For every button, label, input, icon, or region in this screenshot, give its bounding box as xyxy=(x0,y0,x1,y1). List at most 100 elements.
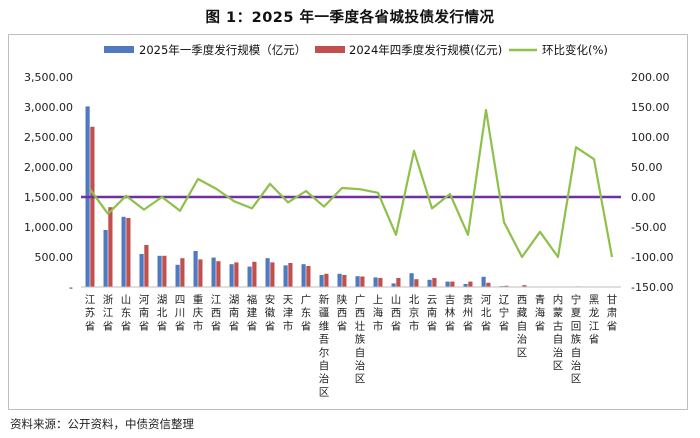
bar-q1-2025 xyxy=(229,264,234,287)
x-category-label: 西藏自治区 xyxy=(517,294,528,359)
x-category-label: 内蒙古自治区 xyxy=(553,293,564,372)
y-left-tick-label: - xyxy=(69,281,73,294)
x-category-label: 宁夏回族自治区 xyxy=(571,293,582,385)
legend-label-qoq: 环比变化(%) xyxy=(542,43,608,57)
bar-q1-2025 xyxy=(301,264,306,287)
y-left-tick-label: 3,500.00 xyxy=(24,71,73,84)
bar-q1-2025 xyxy=(373,277,378,287)
y-right-tick-label: 100.00 xyxy=(631,131,670,144)
bar-q4-2024 xyxy=(270,262,275,287)
x-category-label: 广西壮族自治区 xyxy=(355,294,366,385)
bar-q4-2024 xyxy=(108,207,113,287)
x-category-label: 黑龙江省 xyxy=(589,294,600,346)
x-category-label: 浙江省 xyxy=(103,294,114,332)
bar-q1-2025 xyxy=(157,255,162,287)
bar-q4-2024 xyxy=(288,263,293,287)
combo-chart: 2025年一季度发行规模（亿元） 2024年四季度发行规模(亿元) 环比变化(%) -… xyxy=(24,43,673,398)
y-right-tick-label: 150.00 xyxy=(631,101,670,114)
bar-q4-2024 xyxy=(126,218,131,287)
bar-q4-2024 xyxy=(234,262,239,287)
bar-q4-2024 xyxy=(396,278,401,287)
x-category-label: 福建省 xyxy=(247,293,258,332)
bar-q4-2024 xyxy=(468,281,473,287)
x-category-label: 青海省 xyxy=(535,293,546,332)
bar-q1-2025 xyxy=(409,273,414,287)
x-category-label: 山西省 xyxy=(391,294,402,332)
legend-swatch-q1-2025 xyxy=(104,46,134,53)
legend-label-q4-2024: 2024年四季度发行规模(亿元) xyxy=(349,43,502,57)
bar-q4-2024 xyxy=(450,281,455,287)
bar-q1-2025 xyxy=(103,230,108,287)
y-right-tick-label: 50.00 xyxy=(631,161,663,174)
x-category-label: 上海市 xyxy=(373,294,384,332)
bar-q4-2024 xyxy=(252,261,257,287)
x-category-label: 江西省 xyxy=(211,294,222,332)
bar-q1-2025 xyxy=(193,251,198,287)
y-left-tick-label: 1,500.00 xyxy=(24,191,73,204)
bar-q4-2024 xyxy=(342,275,347,287)
x-category-label: 天津市 xyxy=(283,294,294,332)
bar-q4-2024 xyxy=(486,282,491,287)
bar-q4-2024 xyxy=(432,278,437,287)
bar-q1-2025 xyxy=(139,254,144,287)
chart-frame: 2025年一季度发行规模（亿元） 2024年四季度发行规模(亿元) 环比变化(%) -… xyxy=(8,34,688,410)
bar-q4-2024 xyxy=(378,278,383,287)
x-category-label: 北京市 xyxy=(409,294,420,332)
y-right-tick-label: 200.00 xyxy=(631,71,670,84)
bar-q4-2024 xyxy=(324,273,329,287)
legend-swatch-q4-2024 xyxy=(315,46,345,53)
y-left-tick-label: 500.00 xyxy=(35,251,74,264)
qoq-line xyxy=(89,108,614,259)
bar-q4-2024 xyxy=(360,276,365,287)
x-category-label: 湖北省 xyxy=(157,294,168,332)
bar-q4-2024 xyxy=(216,261,221,287)
bar-q1-2025 xyxy=(319,275,324,287)
bar-q1-2025 xyxy=(337,273,342,287)
bar-q1-2025 xyxy=(445,281,450,287)
bar-q1-2025 xyxy=(391,283,396,287)
y-left-tick-label: 3,000.00 xyxy=(24,101,73,114)
bar-q1-2025 xyxy=(427,279,432,287)
bar-q1-2025 xyxy=(211,257,216,287)
bar-q4-2024 xyxy=(90,126,95,287)
y-left-tick-label: 2,500.00 xyxy=(24,131,73,144)
bar-q4-2024 xyxy=(504,285,509,287)
bar-q4-2024 xyxy=(414,279,419,287)
bar-q1-2025 xyxy=(121,216,126,287)
x-category-label: 重庆市 xyxy=(193,293,204,332)
bar-q1-2025 xyxy=(175,264,180,287)
y-right-tick-label: -50.00 xyxy=(631,221,666,234)
bar-q1-2025 xyxy=(265,258,270,287)
x-category-label: 河北省 xyxy=(481,294,492,332)
x-category-label: 安徽省 xyxy=(265,293,276,332)
bar-q1-2025 xyxy=(247,266,252,287)
bar-q4-2024 xyxy=(144,245,149,287)
bar-q1-2025 xyxy=(283,265,288,287)
y-right-tick-label: -150.00 xyxy=(631,281,673,294)
x-category-label: 陕西省 xyxy=(337,293,348,332)
bar-q4-2024 xyxy=(306,266,311,287)
legend-label-q1-2025: 2025年一季度发行规模（亿元） xyxy=(139,43,306,57)
x-category-label: 新疆维吾尔自治区 xyxy=(319,293,330,398)
x-category-label: 云南省 xyxy=(427,294,438,332)
x-category-label: 贵州省 xyxy=(463,293,474,332)
source-note: 资料来源：公开资料，中债资信整理 xyxy=(10,417,194,431)
bar-q4-2024 xyxy=(198,259,203,287)
bar-q4-2024 xyxy=(180,258,185,287)
bar-q4-2024 xyxy=(162,255,167,287)
y-left-tick-label: 1,000.00 xyxy=(24,221,73,234)
y-right-tick-label: 0.00 xyxy=(631,191,656,204)
bar-q1-2025 xyxy=(481,276,486,287)
x-category-label: 辽宁省 xyxy=(499,294,510,332)
x-category-label: 山东省 xyxy=(121,294,132,332)
bar-q1-2025 xyxy=(463,284,468,287)
x-category-label: 四川省 xyxy=(175,294,186,332)
bar-q4-2024 xyxy=(522,285,527,287)
x-category-label: 湖南省 xyxy=(229,294,240,332)
x-category-label: 吉林省 xyxy=(445,294,456,332)
x-category-label: 广东省 xyxy=(301,294,312,332)
bar-q1-2025 xyxy=(355,276,360,287)
x-category-label: 江苏省 xyxy=(85,294,96,332)
y-right-tick-label: -100.00 xyxy=(631,251,673,264)
x-category-label: 河南省 xyxy=(139,294,150,332)
